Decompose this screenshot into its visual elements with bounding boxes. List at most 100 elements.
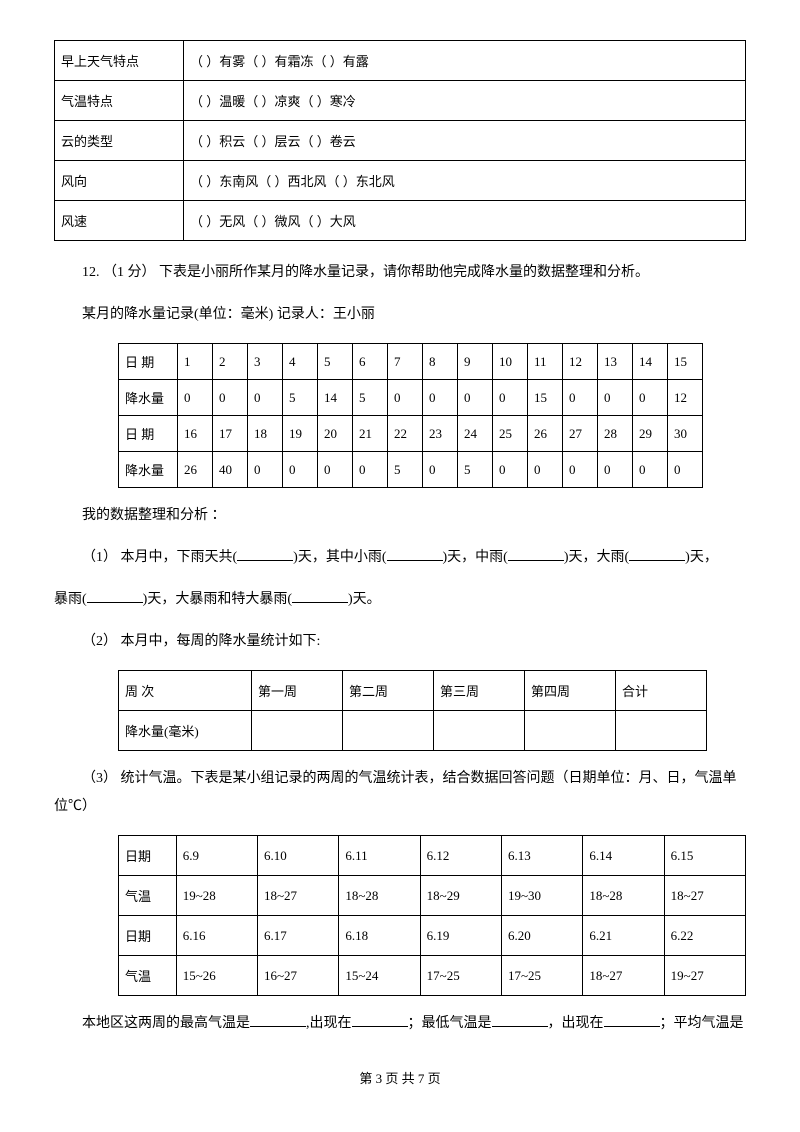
- table-cell-value: 0: [668, 452, 703, 488]
- text-segment: 暴雨(: [54, 592, 87, 607]
- analysis-label: 我的数据整理和分析 ：: [54, 502, 746, 530]
- table-cell-value: 6.20: [502, 916, 583, 956]
- table-cell-value: 0: [598, 380, 633, 416]
- fill-blank[interactable]: [292, 588, 348, 603]
- table-cell-value: 19~30: [502, 876, 583, 916]
- text-segment: )天，其中小雨(: [293, 550, 386, 565]
- table-cell-label: 早上天气特点: [55, 41, 184, 81]
- table-cell-value: 40: [213, 452, 248, 488]
- table-cell-value: 6.22: [664, 916, 745, 956]
- table-cell-value: 18~27: [664, 876, 745, 916]
- fill-blank[interactable]: [387, 546, 443, 561]
- table-cell-options: （ ）无风（ ）微风（ ）大风: [184, 201, 746, 241]
- table-cell-value: 6.13: [502, 836, 583, 876]
- fill-blank[interactable]: [237, 546, 293, 561]
- table-cell-value: 0: [563, 452, 598, 488]
- table-cell-label: 降水量: [119, 452, 178, 488]
- table-cell-value: 6.12: [420, 836, 501, 876]
- table-cell-value: 1: [178, 344, 213, 380]
- table-cell-value: 0: [248, 380, 283, 416]
- table-cell-empty[interactable]: [343, 711, 434, 751]
- question-12-sub1-line2: 暴雨()天，大暴雨和特大暴雨()天。: [54, 586, 746, 614]
- table-cell-value: 18~28: [339, 876, 420, 916]
- table-cell-value: 0: [633, 380, 668, 416]
- table-cell-value: 0: [353, 452, 388, 488]
- table-cell-value: 15~26: [176, 956, 257, 996]
- table-cell-label: 云的类型: [55, 121, 184, 161]
- table-cell-value: 6.18: [339, 916, 420, 956]
- weather-features-table: 早上天气特点（ ）有雾（ ）有霜冻（ ）有露气温特点（ ）温暖（ ）凉爽（ ）寒…: [54, 40, 746, 241]
- fill-blank[interactable]: [508, 546, 564, 561]
- table-cell-value: 9: [458, 344, 493, 380]
- text-segment: )天，大雨(: [564, 550, 629, 565]
- table-cell-label: 气温: [119, 956, 177, 996]
- table-cell-value: 18~28: [583, 876, 664, 916]
- question-12-intro: 12. （1 分） 下表是小丽所作某月的降水量记录，请你帮助他完成降水量的数据整…: [54, 259, 746, 287]
- text-segment: （1） 本月中，下雨天共(: [82, 550, 237, 565]
- table-cell-value: 0: [213, 380, 248, 416]
- table-cell-value: 6.10: [258, 836, 339, 876]
- table-cell-label: 日 期: [119, 344, 178, 380]
- table-cell-value: 5: [353, 380, 388, 416]
- table-cell-label: 日 期: [119, 416, 178, 452]
- rainfall-record-table: 日 期123456789101112131415降水量0005145000015…: [118, 343, 703, 488]
- table-cell-value: 0: [283, 452, 318, 488]
- table-cell-value: 6.9: [176, 836, 257, 876]
- table-cell-value: 0: [388, 380, 423, 416]
- fill-blank[interactable]: [604, 1012, 660, 1027]
- table-cell-value: 21: [353, 416, 388, 452]
- table-cell-value: 8: [423, 344, 458, 380]
- table-cell-value: 5: [458, 452, 493, 488]
- table-header-cell: 第一周: [252, 671, 343, 711]
- table-cell-value: 0: [423, 380, 458, 416]
- fill-blank[interactable]: [629, 546, 685, 561]
- table-cell-value: 26: [528, 416, 563, 452]
- table-cell-value: 17~25: [502, 956, 583, 996]
- page-footer: 第 3 页 共 7 页: [54, 1068, 746, 1087]
- table-cell-empty[interactable]: [434, 711, 525, 751]
- fill-blank[interactable]: [250, 1012, 306, 1027]
- table-cell-value: 6.21: [583, 916, 664, 956]
- table-cell-value: 16: [178, 416, 213, 452]
- table-cell-value: 18~27: [583, 956, 664, 996]
- table-cell-value: 15: [528, 380, 563, 416]
- table-cell-value: 26: [178, 452, 213, 488]
- table-cell-empty[interactable]: [616, 711, 707, 751]
- table-cell-value: 19~28: [176, 876, 257, 916]
- fill-blank[interactable]: [352, 1012, 408, 1027]
- table-cell-value: 13: [598, 344, 633, 380]
- fill-blank[interactable]: [87, 588, 143, 603]
- table-cell-value: 6.15: [664, 836, 745, 876]
- table-cell-value: 18~29: [420, 876, 501, 916]
- table-cell-empty[interactable]: [252, 711, 343, 751]
- table-cell-value: 6: [353, 344, 388, 380]
- table-cell-label: 日期: [119, 836, 177, 876]
- text-segment: )天。: [348, 592, 381, 607]
- table-cell-value: 17: [213, 416, 248, 452]
- table-cell-value: 16~27: [258, 956, 339, 996]
- table-cell-value: 5: [283, 380, 318, 416]
- text-segment: ，出现在: [548, 1016, 604, 1031]
- table-cell-value: 3: [248, 344, 283, 380]
- table-cell-value: 17~25: [420, 956, 501, 996]
- table-cell-value: 0: [248, 452, 283, 488]
- table-cell-value: 5: [318, 344, 353, 380]
- table-cell-options: （ ）有雾（ ）有霜冻（ ）有露: [184, 41, 746, 81]
- table-cell-value: 18~27: [258, 876, 339, 916]
- table-header-cell: 合计: [616, 671, 707, 711]
- fill-blank[interactable]: [492, 1012, 548, 1027]
- table-cell-options: （ ）东南风（ ）西北风（ ）东北风: [184, 161, 746, 201]
- table-cell-value: 0: [423, 452, 458, 488]
- table-cell-value: 24: [458, 416, 493, 452]
- table-cell-value: 14: [633, 344, 668, 380]
- table-header-cell: 第二周: [343, 671, 434, 711]
- table-cell-value: 12: [668, 380, 703, 416]
- question-12-last: 本地区这两周的最高气温是,出现在；最低气温是，出现在；平均气温是: [54, 1010, 746, 1038]
- table-cell-value: 2: [213, 344, 248, 380]
- text-segment: ；平均气温是: [660, 1016, 744, 1031]
- table-cell-value: 18: [248, 416, 283, 452]
- table-cell-value: 0: [563, 380, 598, 416]
- table-cell-empty[interactable]: [525, 711, 616, 751]
- table-cell-value: 4: [283, 344, 318, 380]
- text-segment: ；最低气温是: [408, 1016, 492, 1031]
